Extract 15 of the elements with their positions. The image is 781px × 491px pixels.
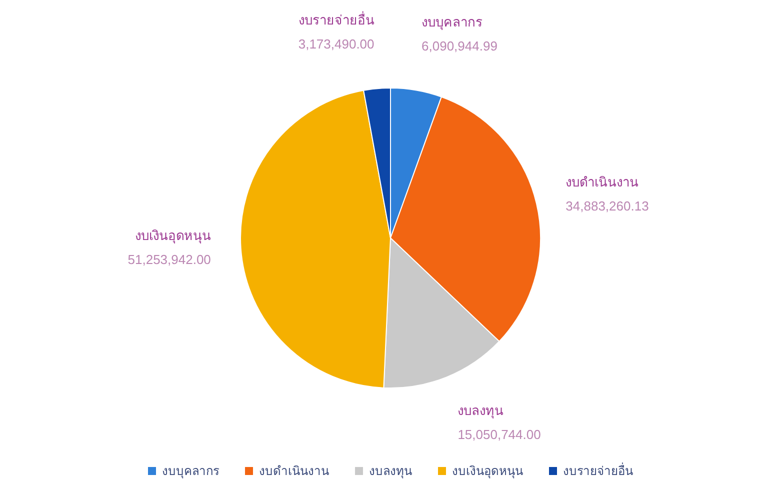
slice-label: งบเงินอุดหนุน [134, 228, 211, 244]
slice-label: งบลงทุน [458, 402, 504, 419]
slice-label: งบรายจ่ายอื่น [298, 12, 374, 28]
data-label: 34,883,260.13 [566, 198, 649, 214]
legend-label: งบรายจ่ายอื่น [563, 462, 633, 478]
legend-label: งบลงทุน [369, 464, 412, 479]
legend-label: งบบุคลากร [162, 464, 220, 479]
data-label: 51,253,942.00 [128, 252, 211, 268]
legend-label: งบเงินอุดหนุน [452, 464, 523, 479]
slice-label: งบดำเนินงาน [566, 174, 639, 190]
data-label: 15,050,744.00 [458, 426, 541, 442]
data-label: 6,090,944.99 [422, 38, 498, 54]
data-label: 3,173,490.00 [298, 36, 374, 52]
slice-label: งบบุคลากร [422, 14, 483, 31]
legend-label: งบดำเนินงาน [259, 464, 329, 478]
